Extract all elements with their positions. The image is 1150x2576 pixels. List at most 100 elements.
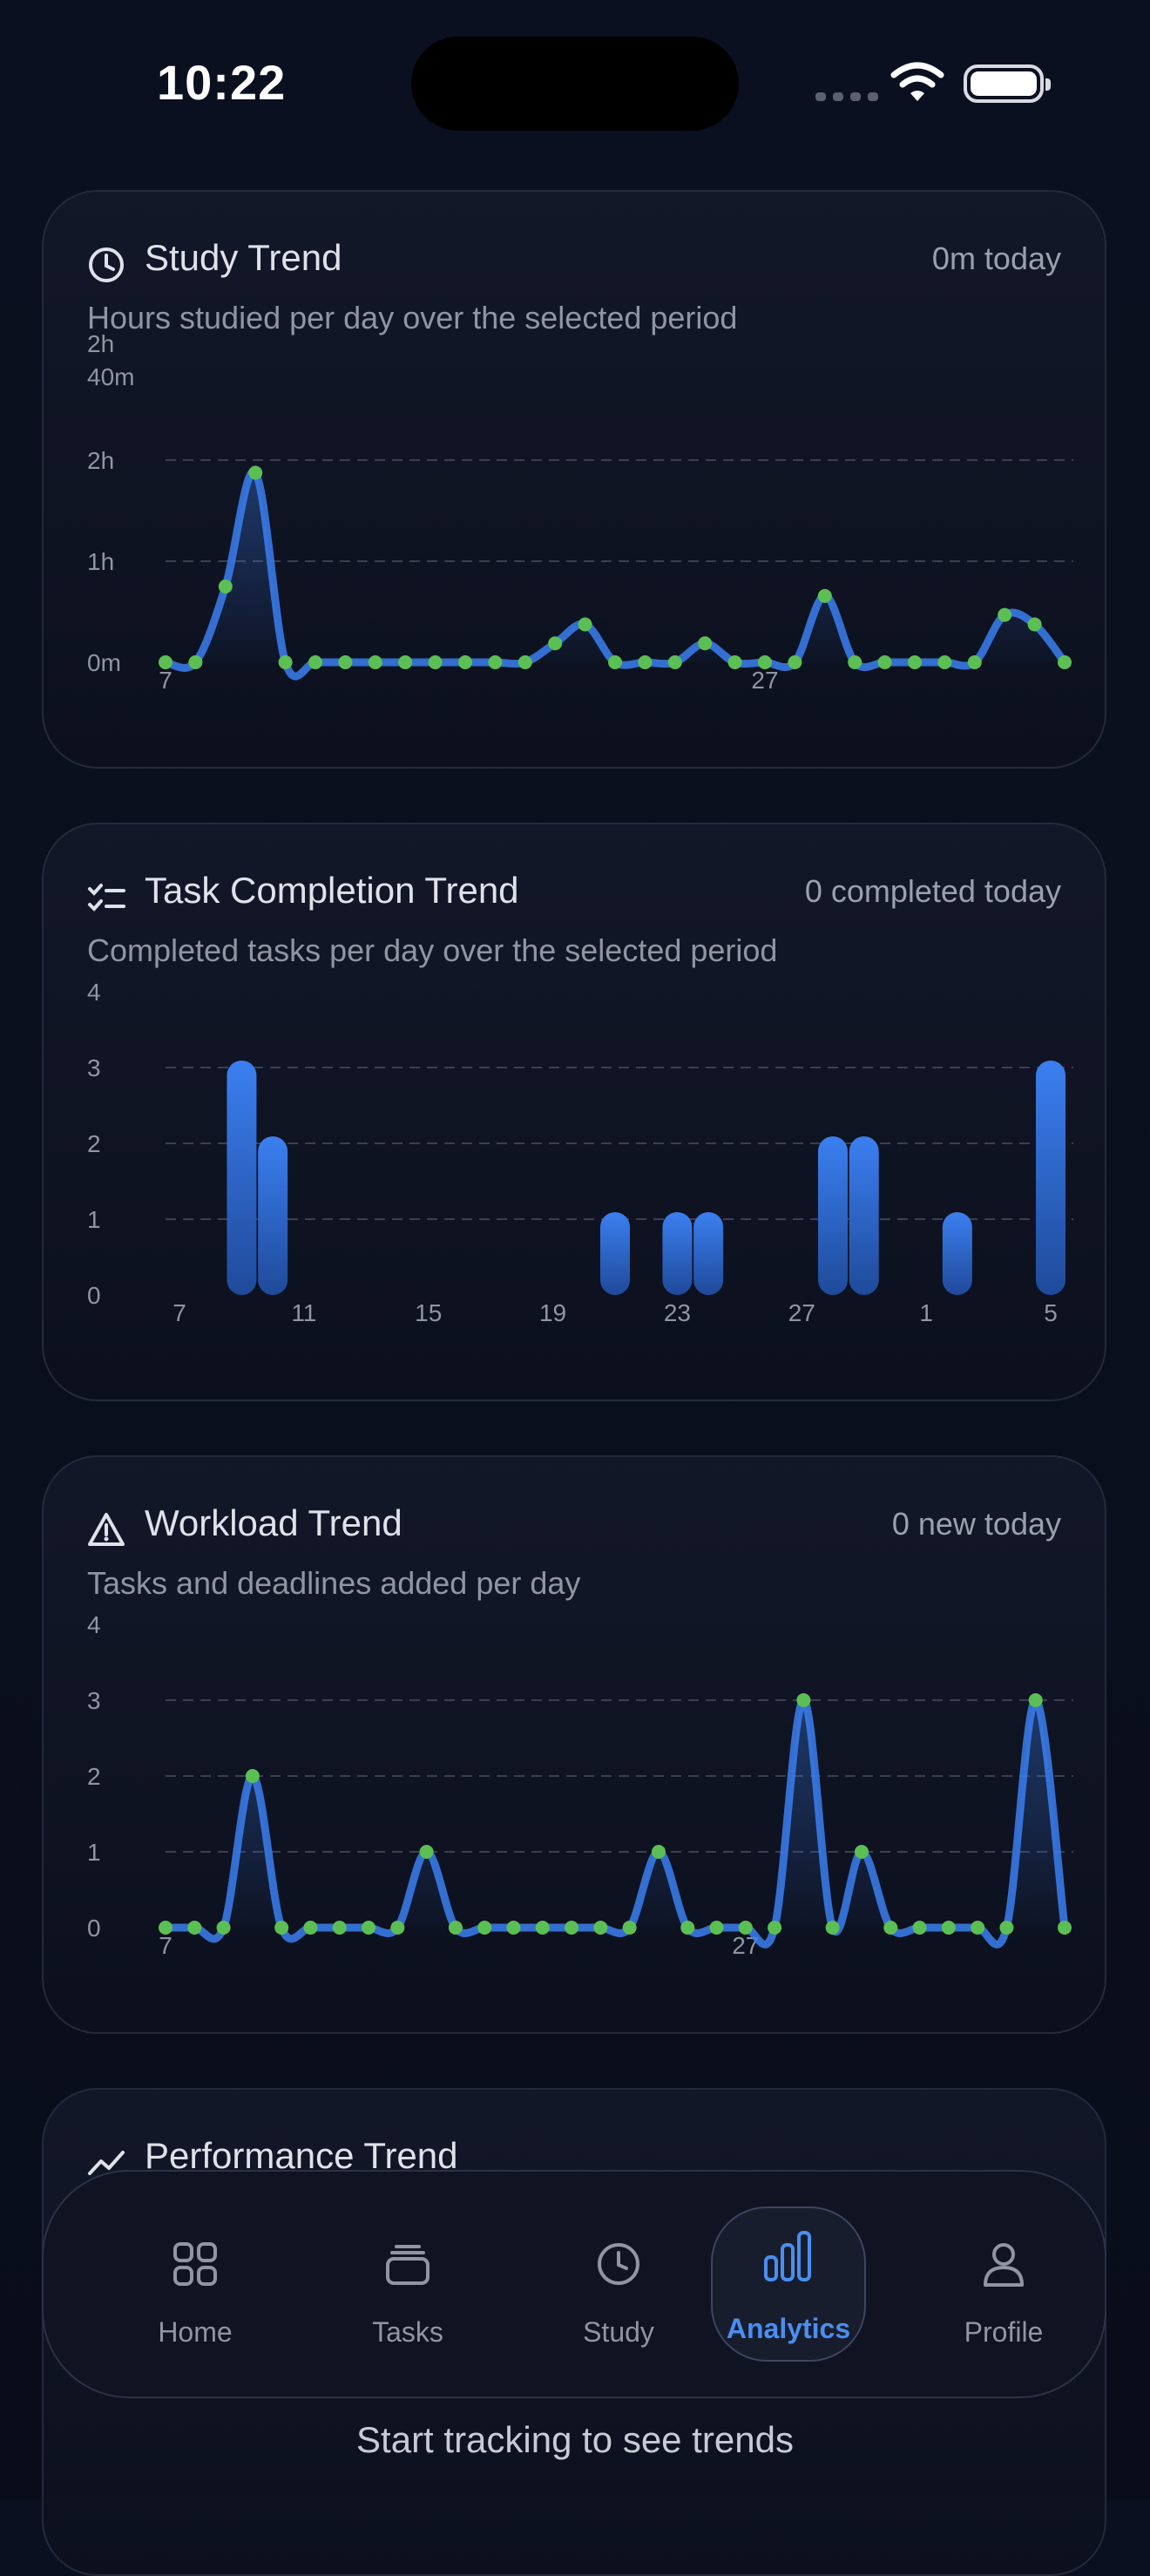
bar[interactable] (818, 1136, 848, 1295)
data-point[interactable] (565, 1921, 579, 1935)
data-point[interactable] (727, 655, 742, 669)
data-point[interactable] (622, 1921, 637, 1935)
data-point[interactable] (159, 1921, 172, 1935)
data-point[interactable] (248, 465, 263, 480)
bar[interactable] (662, 1212, 693, 1295)
series-area (166, 471, 1065, 677)
data-point[interactable] (308, 655, 322, 669)
data-point[interactable] (593, 1921, 608, 1935)
data-point[interactable] (477, 1921, 492, 1935)
data-point[interactable] (419, 1845, 434, 1859)
data-point[interactable] (332, 1921, 347, 1935)
data-point[interactable] (488, 655, 503, 669)
data-point[interactable] (848, 655, 862, 669)
data-point[interactable] (1058, 1921, 1072, 1935)
data-point[interactable] (788, 655, 802, 669)
data-point[interactable] (768, 1921, 782, 1935)
bar[interactable] (1036, 1061, 1065, 1295)
data-point[interactable] (908, 655, 922, 669)
bar[interactable] (693, 1212, 724, 1295)
bar[interactable] (942, 1212, 972, 1295)
tab-analytics[interactable]: Analytics (711, 2207, 866, 2362)
data-point[interactable] (187, 1921, 202, 1935)
data-point[interactable] (758, 655, 772, 669)
x-tick-label: 19 (539, 1299, 566, 1326)
data-point[interactable] (608, 655, 622, 669)
data-point[interactable] (651, 1845, 666, 1859)
study-trend-card: Study Trend 0m today Hours studied per d… (42, 190, 1106, 769)
data-point[interactable] (738, 1921, 753, 1935)
checklist-icon (88, 884, 125, 912)
data-point[interactable] (578, 617, 592, 632)
data-point[interactable] (159, 655, 172, 669)
data-point[interactable] (398, 655, 413, 669)
data-point[interactable] (278, 655, 293, 669)
stack-icon (386, 2245, 430, 2285)
tab-tasks[interactable]: Tasks (329, 2207, 486, 2363)
data-point[interactable] (971, 1921, 985, 1935)
x-tick-label: 27 (751, 667, 778, 694)
data-point[interactable] (518, 655, 532, 669)
battery-icon (964, 64, 1051, 103)
data-point[interactable] (448, 1921, 463, 1935)
clock-icon (89, 247, 124, 282)
data-point[interactable] (1027, 617, 1042, 632)
cellular-signal-icon (815, 92, 878, 101)
bar[interactable] (227, 1061, 257, 1295)
bar[interactable] (600, 1212, 630, 1295)
study-trend-chart: 0m 1h 2h 2h 40m 7 27 (87, 330, 1073, 694)
data-point[interactable] (967, 655, 982, 669)
y-tick-label: 3 (87, 1054, 101, 1081)
bar[interactable] (849, 1136, 879, 1295)
tab-study[interactable]: Study (540, 2207, 697, 2363)
card-subtitle: Hours studied per day over the selected … (87, 300, 738, 336)
data-point[interactable] (216, 1921, 231, 1935)
tab-home[interactable]: Home (117, 2207, 274, 2363)
card-meta: 0m today (931, 241, 1061, 276)
card-meta: 0 new today (891, 1506, 1061, 1542)
data-point[interactable] (638, 655, 653, 669)
data-point[interactable] (218, 580, 233, 593)
tab-profile[interactable]: Profile (925, 2207, 1082, 2363)
data-point[interactable] (1058, 655, 1072, 669)
data-point[interactable] (817, 588, 832, 603)
tab-label: Analytics (726, 2313, 851, 2344)
data-point[interactable] (680, 1921, 695, 1935)
data-point[interactable] (941, 1921, 956, 1935)
workload-trend-card: Workload Trend 0 new today Tasks and dea… (42, 1455, 1106, 2034)
data-point[interactable] (188, 655, 203, 669)
tab-label: Profile (964, 2316, 1044, 2348)
data-point[interactable] (506, 1921, 521, 1935)
data-point[interactable] (428, 655, 443, 669)
data-point[interactable] (998, 607, 1012, 622)
data-point[interactable] (535, 1921, 550, 1935)
data-point[interactable] (303, 1921, 318, 1935)
data-point[interactable] (877, 655, 892, 669)
data-point[interactable] (796, 1693, 811, 1707)
data-point[interactable] (709, 1921, 724, 1935)
card-meta: 0 completed today (804, 873, 1061, 909)
data-point[interactable] (1028, 1693, 1043, 1707)
data-point[interactable] (937, 655, 952, 669)
data-point[interactable] (458, 655, 472, 669)
data-point[interactable] (912, 1921, 927, 1935)
tab-label: Study (583, 2316, 654, 2348)
data-point[interactable] (667, 655, 682, 669)
data-point[interactable] (999, 1921, 1014, 1935)
data-point[interactable] (390, 1921, 405, 1935)
data-point[interactable] (698, 636, 713, 651)
data-point[interactable] (274, 1921, 289, 1935)
data-point[interactable] (362, 1921, 376, 1935)
data-point[interactable] (883, 1921, 898, 1935)
data-point[interactable] (854, 1845, 869, 1859)
data-point[interactable] (825, 1921, 840, 1935)
data-point[interactable] (548, 636, 563, 651)
bar[interactable] (258, 1136, 288, 1295)
y-tick-label: 2h 40m (87, 330, 134, 390)
data-point[interactable] (338, 655, 353, 669)
data-point[interactable] (245, 1769, 260, 1783)
data-point[interactable] (368, 655, 382, 669)
x-tick-label: 27 (788, 1299, 815, 1326)
x-tick-label: 7 (159, 1932, 172, 1959)
